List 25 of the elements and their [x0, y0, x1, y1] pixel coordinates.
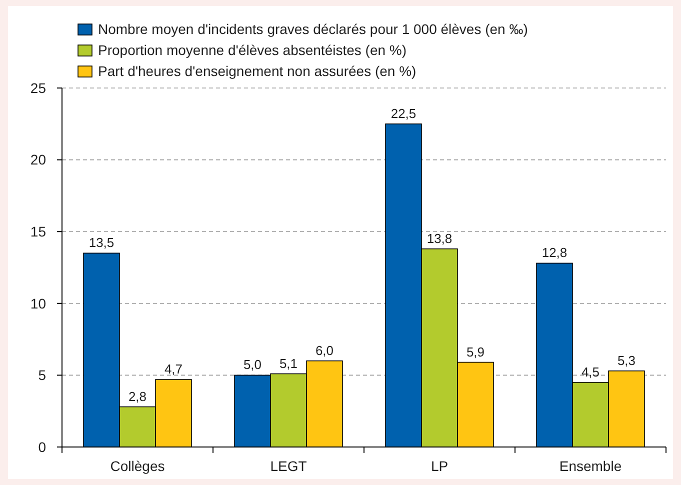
legend-label: Proportion moyenne d'élèves absentéistes (en %)	[98, 42, 407, 58]
x-tick-label: LP	[430, 458, 448, 474]
data-label: 4,7	[164, 362, 183, 377]
y-tick-label: 10	[30, 295, 46, 312]
data-label: 22,5	[390, 106, 416, 121]
data-label: 5,1	[279, 356, 298, 371]
y-tick-label: 5	[38, 367, 46, 384]
legend-label: Part d'heures d'enseignement non assurées (en %)	[98, 63, 416, 79]
y-tick-label: 15	[30, 224, 46, 240]
data-label: 5,3	[617, 352, 636, 368]
data-label: 4,5	[581, 364, 600, 380]
y-tick-label: 20	[30, 152, 46, 168]
data-label: 13,8	[426, 230, 452, 246]
x-tick-label: Collèges	[110, 458, 165, 474]
data-label: 13,5	[88, 235, 114, 250]
data-label: 5,9	[466, 344, 485, 360]
legend-label: Nombre moyen d'incidents graves déclarés pour 1 000 élèves (en ‰)	[98, 21, 528, 37]
data-label: 5,0	[243, 357, 262, 372]
x-tick-label: Ensemble	[559, 458, 622, 474]
data-label: 2,8	[128, 388, 147, 404]
data-label: 6,0	[315, 342, 334, 358]
y-tick-label: 0	[38, 438, 46, 455]
y-tick-label: 25	[30, 80, 46, 96]
data-label: 12,8	[542, 245, 568, 260]
x-tick-label: LEGT	[270, 458, 308, 474]
